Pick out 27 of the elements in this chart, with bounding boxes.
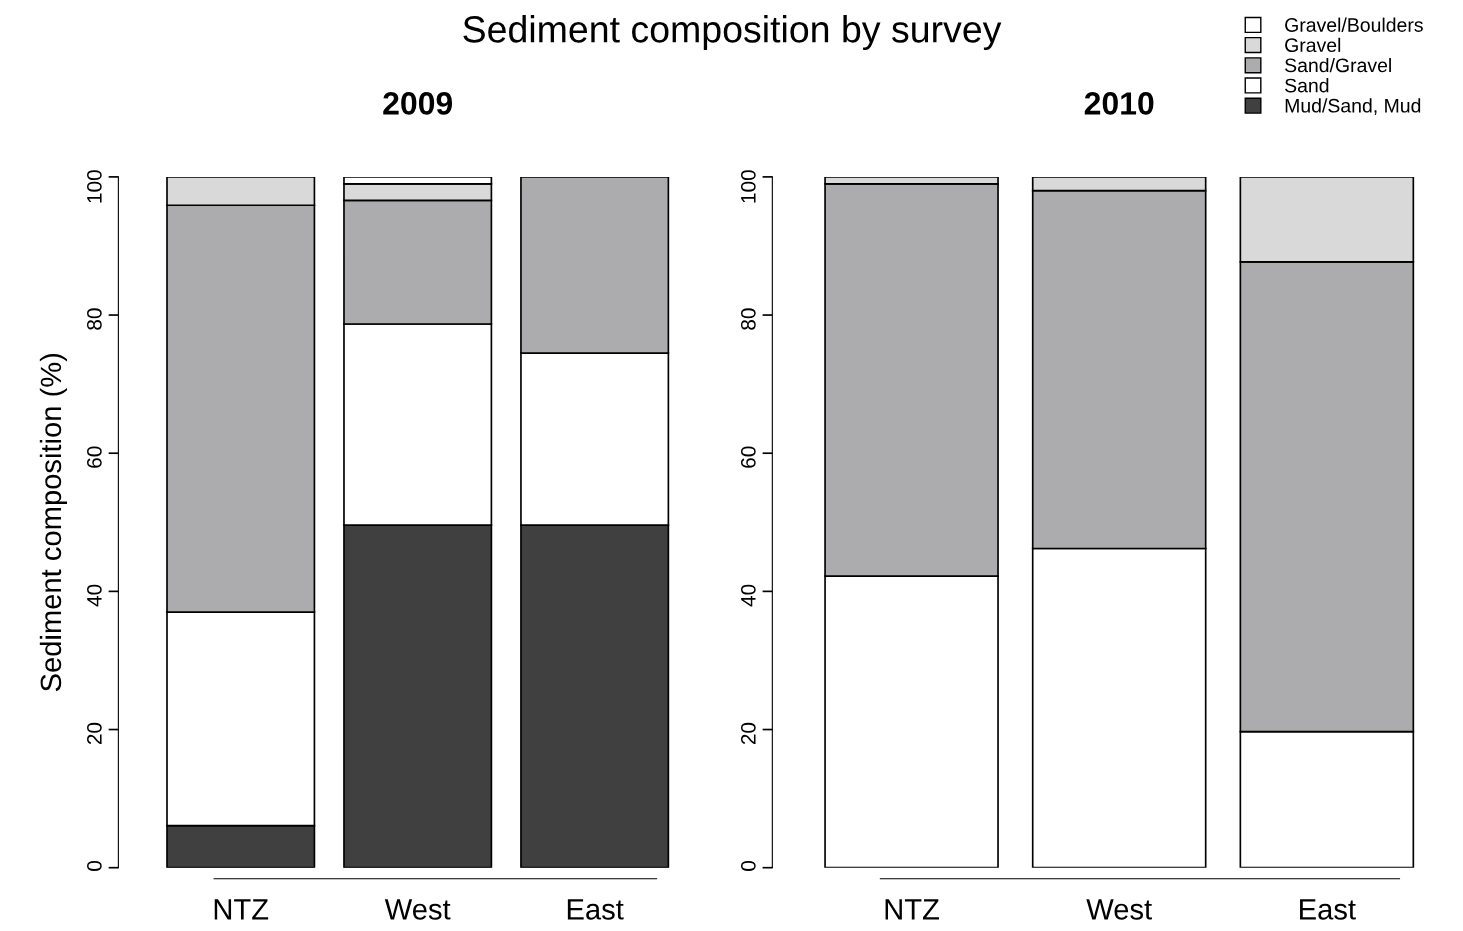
y-tick-label: 100 (87, 170, 102, 203)
y-tick-label: 0 (740, 860, 756, 871)
y-tick-label: 60 (740, 446, 756, 468)
x-tick-label: NTZ (885, 899, 939, 920)
x-tick-label: West (384, 899, 451, 920)
y-tick-label: 40 (740, 584, 756, 607)
y-tick-label: 40 (87, 584, 102, 607)
y-tick-label: 20 (87, 722, 102, 745)
legend-label: Sand (1285, 78, 1329, 93)
text: Sediment composition by survey (463, 15, 1002, 51)
y-axis-title: Sediment composition (%) (39, 353, 68, 692)
y-tick-label: 100 (740, 170, 756, 203)
x-tick-label: West (1086, 899, 1152, 920)
legend-label: Gravel (1285, 37, 1341, 53)
legend-label: Mud/Sand, Mud (1285, 98, 1421, 115)
y-tick-label: 80 (740, 308, 756, 330)
legend-label: Gravel/Boulders (1285, 17, 1423, 32)
y-tick-label: 0 (87, 860, 102, 871)
x-tick-label: East (567, 899, 624, 920)
y-tick-label: 20 (740, 722, 756, 745)
x-tick-label: East (1300, 899, 1356, 920)
y-tick-label: 60 (87, 446, 102, 468)
legend-label: Sand/Gravel (1285, 57, 1391, 73)
chart-title: 2009 (383, 92, 453, 115)
x-tick-label: NTZ (214, 899, 269, 920)
chart-title: 2010 (1084, 92, 1154, 115)
y-tick-label: 80 (87, 308, 102, 330)
